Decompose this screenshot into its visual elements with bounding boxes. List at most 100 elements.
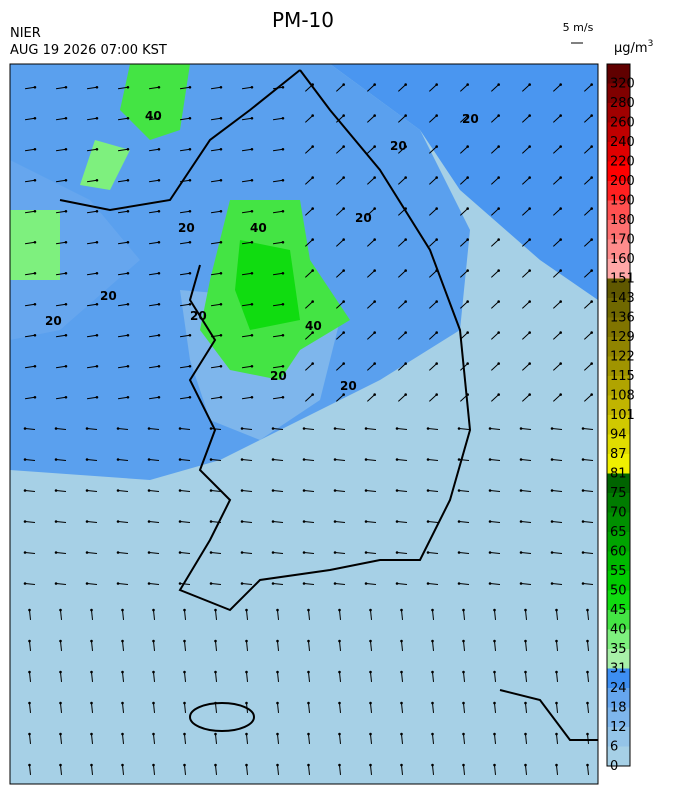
wind-arrow (398, 177, 406, 185)
wind-arrow-head (519, 458, 523, 461)
wind-arrow-head (493, 732, 496, 736)
wind-arrow-head (555, 608, 558, 612)
wind-arrow-head (395, 551, 399, 554)
wind-arrow (117, 490, 129, 492)
wind-arrow-head (219, 240, 223, 244)
wind-arrow (117, 303, 129, 307)
wind-arrow (460, 115, 468, 123)
wind-arrow (432, 702, 434, 714)
wind-arrow (336, 84, 344, 92)
wind-arrow-head (333, 458, 337, 461)
wind-arrow (553, 84, 561, 92)
wind-arrow-head (586, 639, 589, 643)
wind-arrow (491, 115, 499, 123)
wind-arrow (241, 428, 253, 430)
wind-arrow (24, 428, 36, 430)
jeju (189, 702, 255, 732)
wind-arrow (179, 241, 191, 245)
wind-arrow-head (311, 393, 314, 396)
wind-arrow (55, 334, 67, 338)
wind-arrow-head (250, 85, 254, 89)
wind-arrow (556, 702, 558, 714)
wind-arrow (458, 459, 470, 461)
wind-arrow-head (54, 458, 58, 461)
wind-arrow (179, 86, 191, 90)
wind-arrow (365, 459, 377, 461)
colorbar-label: 12 (610, 720, 627, 735)
wind-arrow (86, 583, 98, 585)
wind-arrow (117, 241, 129, 245)
wind-arrow-head (311, 269, 314, 272)
wind-arrow-head (488, 489, 492, 492)
wind-arrow-head (178, 582, 182, 585)
wind-arrow (246, 671, 248, 683)
wind-arrow-head (342, 269, 345, 272)
wind-arrow-head (528, 331, 531, 334)
wind-arrow-head (209, 489, 213, 492)
wind-arrow (60, 640, 62, 652)
wind-arrow-head (152, 701, 155, 705)
wind-arrow-head (586, 701, 589, 705)
wind-arrow-head (183, 639, 186, 643)
colorbar-swatch (607, 434, 630, 454)
wind-arrow-head (555, 701, 558, 705)
wind-arrow (489, 459, 501, 461)
wind-arrow-head (126, 271, 130, 275)
wind-arrow-head (90, 670, 93, 674)
colorbar-frame (606, 63, 631, 767)
wind-arrow-head (404, 362, 407, 365)
wind-arrow-head (250, 302, 254, 306)
wind-arrow (460, 363, 468, 371)
colorbar-swatch (607, 610, 630, 630)
wind-arrow (401, 702, 403, 714)
wind-arrow (179, 303, 191, 307)
wind-arrow-head (126, 116, 130, 120)
wind-arrow-head (466, 331, 469, 334)
colorbar-swatch (607, 629, 630, 649)
wind-arrow-head (183, 608, 186, 612)
colorbar-label: 50 (610, 584, 627, 599)
wind-arrow (91, 733, 93, 745)
wind-arrow-head (493, 670, 496, 674)
wind-arrow (398, 146, 406, 154)
wind-arrow (582, 583, 594, 585)
wind-arrow-head (64, 302, 68, 306)
wind-arrow-head (404, 300, 407, 303)
wind-arrow (184, 640, 186, 652)
wind-arrow (556, 640, 558, 652)
wind-arrow (55, 241, 67, 245)
wind-arrow-head (33, 333, 37, 337)
wind-arrow (432, 609, 434, 621)
wind-arrow-head (426, 458, 430, 461)
wind-arrow (29, 609, 31, 621)
wind-arrow-head (250, 178, 254, 182)
wind-arrow (522, 177, 530, 185)
wind-arrow-head (33, 85, 37, 89)
wind-arrow-head (33, 302, 37, 306)
wind-arrow (367, 208, 375, 216)
wind-arrow-head (178, 520, 182, 523)
wind-arrow (587, 702, 589, 714)
wind-arrow (491, 146, 499, 154)
wind-arrow (277, 733, 279, 745)
wind-arrow (184, 671, 186, 683)
wind-arrow-head (281, 116, 285, 120)
wind-arrow-head (85, 582, 89, 585)
wind-arrow-head (466, 238, 469, 241)
wind-arrow-head (488, 582, 492, 585)
wind-arrow (215, 640, 217, 652)
wind-arrow-head (90, 732, 93, 736)
wind-arrow (148, 552, 160, 554)
wind-arrow-head (302, 551, 306, 554)
wind-arrow-head (590, 393, 593, 396)
wind-arrow-head (178, 489, 182, 492)
wind-arrow-head (250, 240, 254, 244)
wind-arrow (491, 363, 499, 371)
wind-arrow (460, 270, 468, 278)
wind-arrow-head (488, 458, 492, 461)
colorbar-label: 18 (610, 701, 627, 716)
wind-arrow-head (250, 147, 254, 151)
wind-arrow (148, 334, 160, 338)
wind-arrow-head (342, 176, 345, 179)
wind-arrow-head (64, 116, 68, 120)
